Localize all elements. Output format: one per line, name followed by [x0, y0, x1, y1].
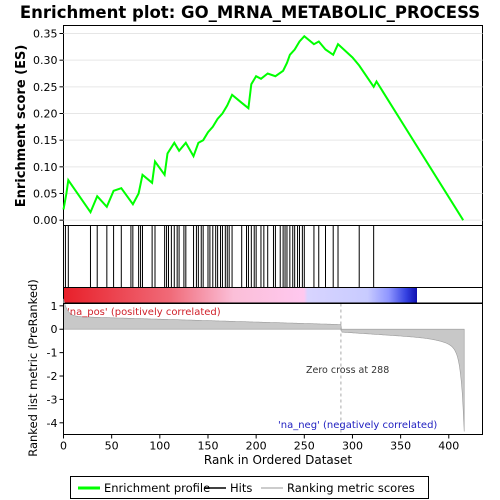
metric-y-tick-label: 0	[51, 323, 58, 336]
es-y-tick-label: 0.30	[33, 54, 58, 67]
es-y-tick-label: 0.20	[33, 108, 58, 121]
negative-correlation-label: 'na_neg' (negatively correlated)	[278, 420, 437, 431]
hits-panel	[64, 226, 483, 288]
rank-color-bar	[64, 287, 417, 303]
legend-label-enrichment: Enrichment profile	[104, 481, 210, 495]
x-tick-label: 250	[294, 440, 315, 453]
metric-x-axis: 0 50 100 150 200 250 300 350 400	[60, 435, 459, 453]
es-y-tick-label: 0.15	[33, 134, 58, 147]
enrichment-profile-line	[64, 36, 464, 220]
metric-y-tick-label: -1	[47, 347, 58, 360]
hit-markers	[65, 226, 373, 287]
x-tick-label: 100	[149, 440, 170, 453]
es-y-tick-label: 0.05	[33, 188, 58, 201]
positive-correlation-label: 'na_pos' (positively correlated)	[67, 307, 221, 318]
x-tick-label: 150	[197, 440, 218, 453]
metric-y-axis: 1 0 -1 -2 -3 -4	[47, 300, 64, 430]
es-y-axis: 0.00 0.05 0.10 0.15 0.20 0.25 0.30 0.35	[33, 28, 64, 228]
legend: Enrichment profile Hits Ranking metric s…	[71, 477, 429, 499]
x-tick-label: 400	[438, 440, 459, 453]
x-tick-label: 50	[105, 440, 119, 453]
metric-y-tick-label: -2	[47, 370, 58, 383]
es-y-tick-label: 0.35	[33, 28, 58, 41]
metric-y-tick-label: -4	[47, 417, 58, 430]
ranking-metric-area	[64, 299, 465, 432]
es-y-tick-label: 0.00	[33, 214, 58, 227]
x-tick-label: 350	[390, 440, 411, 453]
legend-label-metric: Ranking metric scores	[287, 481, 415, 495]
metric-y-tick-label: -3	[47, 393, 58, 406]
zero-cross-label: Zero cross at 288	[306, 365, 389, 376]
metric-y-tick-label: 1	[51, 300, 58, 313]
es-y-tick-label: 0.25	[33, 81, 58, 94]
x-tick-label: 300	[342, 440, 363, 453]
chart-title: Enrichment plot: GO_MRNA_METABOLIC_PROCE…	[20, 3, 480, 22]
es-y-axis-label: Enrichment score (ES)	[14, 45, 29, 208]
metric-panel: 1 0 -1 -2 -3 -4 0 50 100 150 200 250 300 350 400 'na_…	[26, 279, 483, 467]
x-tick-label: 0	[60, 440, 67, 453]
es-gridlines	[64, 34, 483, 221]
es-panel: 0.00 0.05 0.10 0.15 0.20 0.25 0.30 0.35 Enrichm…	[14, 26, 483, 228]
es-y-tick-label: 0.10	[33, 161, 58, 174]
metric-y-axis-label: Ranked list metric (PreRanked)	[26, 279, 40, 457]
legend-label-hits: Hits	[230, 481, 252, 495]
x-tick-label: 200	[246, 440, 267, 453]
x-axis-label: Rank in Ordered Dataset	[204, 453, 352, 467]
